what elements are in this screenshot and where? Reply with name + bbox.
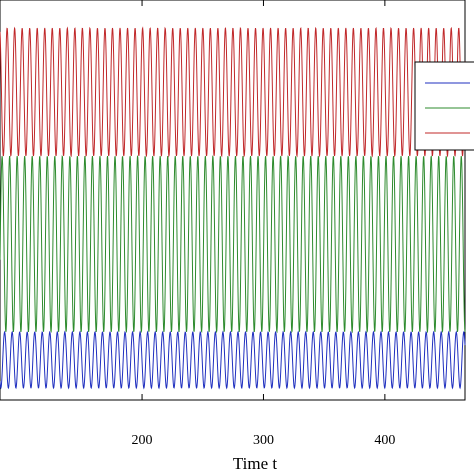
legend [414, 61, 474, 151]
series-line-3 [0, 26, 466, 158]
x-tick-label-400: 400 [374, 433, 395, 448]
plot-frame [0, 0, 466, 401]
x-axis-label: Time t [233, 454, 278, 473]
legend-box [414, 61, 474, 151]
series-line-2 [0, 155, 466, 334]
x-axis-ticks: 200 300 400 [132, 0, 395, 448]
series-line-1 [0, 330, 466, 390]
series-layer [0, 26, 466, 390]
x-tick-label-200: 200 [132, 433, 153, 448]
x-tick-label-300: 300 [253, 433, 274, 448]
